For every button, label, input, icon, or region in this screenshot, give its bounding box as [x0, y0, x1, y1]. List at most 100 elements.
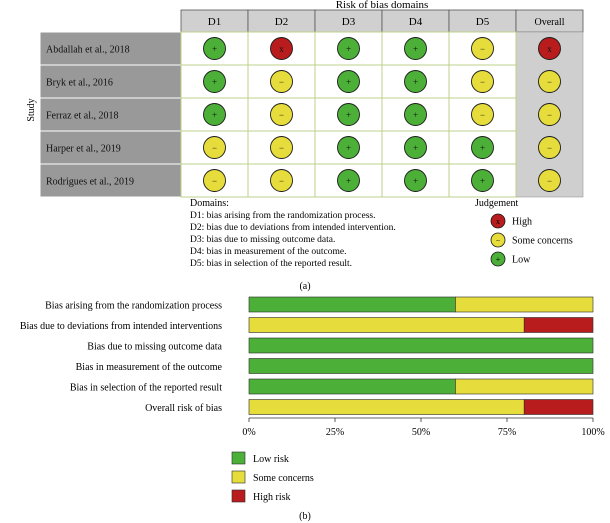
study-row-label-bg — [39, 31, 182, 66]
domains-heading: Domains: — [190, 198, 229, 209]
legend-label-some-concerns: Some concerns — [253, 473, 314, 484]
legend-swatch-low-risk — [231, 451, 246, 465]
judgement-symbol: + — [413, 176, 418, 186]
judgement-heading: Judgement — [475, 198, 519, 209]
legend-label-high: High — [512, 217, 532, 228]
judgement-low-d4-bryk-et-al-2016 — [404, 70, 427, 93]
domain-description-5: D5: bias in selection of the reported re… — [190, 258, 352, 269]
study-row-label-bg — [39, 163, 182, 198]
x-axis: 0% 25% 50% 75% 100% — [242, 417, 605, 438]
category-label-overall-risk-of-bias: Overall risk of bias — [145, 403, 222, 414]
judgement-low-d3-harper-et-al-2019 — [337, 136, 360, 159]
judgement-symbol: + — [346, 176, 351, 186]
judgement-symbol: − — [212, 143, 217, 153]
column-header-d2: D2 — [275, 16, 288, 28]
judgement-some-overall-bryk-et-al-2016 — [538, 70, 561, 93]
column-header-d3: D3 — [342, 16, 356, 28]
judgement-some-d2-ferraz-et-al-2018 — [270, 103, 293, 126]
judgement-low-d1-abdallah-et-al-2018 — [203, 37, 226, 60]
study-axis-label: Study — [26, 98, 37, 121]
bar-low-bias-in-measurement-of-the-outcome — [248, 358, 594, 374]
judgement-symbol: − — [480, 44, 485, 54]
legend-symbol-some: − — [496, 236, 501, 245]
column-header-d1: D1 — [208, 16, 221, 28]
column-header-overall: Overall — [535, 17, 565, 28]
study-name-rodrigues-et-al-2019: Rodrigues et al., 2019 — [46, 177, 134, 188]
domain-description-4: D4: bias in measurement of the outcome. — [190, 246, 346, 257]
legend-swatch-high-risk — [231, 489, 246, 503]
x-tick-label-100: 100% — [581, 427, 604, 438]
judgement-high-d2-abdallah-et-al-2018 — [270, 37, 293, 60]
risk-of-bias-domains-title: Risk of bias domains — [336, 0, 429, 11]
legend-symbol-high: x — [496, 217, 500, 226]
judgement-symbol: − — [279, 176, 284, 186]
judgement-symbol: + — [212, 77, 217, 87]
panel-a-label: (a) — [299, 281, 310, 292]
bar-some-bias-due-to-deviations-from-intended-interventions — [248, 317, 525, 333]
judgement-symbol: + — [413, 44, 418, 54]
judgement-symbol: + — [212, 44, 217, 54]
domain-description-2: D2: bias due to deviations from intended… — [190, 222, 396, 233]
judgement-symbol: + — [346, 44, 351, 54]
judgement-some-overall-ferraz-et-al-2018 — [538, 103, 561, 126]
column-header-d5: D5 — [476, 16, 490, 28]
judgement-low-d1-bryk-et-al-2016 — [203, 70, 226, 93]
judgement-low-d4-harper-et-al-2019 — [404, 136, 427, 159]
judgement-symbol: − — [547, 176, 552, 186]
judgement-some-d2-rodrigues-et-al-2019 — [270, 169, 293, 192]
judgement-some-overall-harper-et-al-2019 — [538, 136, 561, 159]
legend-label-high-risk: High risk — [253, 492, 291, 503]
summary-bar-chart: Bias arising from the randomization proc… — [20, 296, 605, 522]
judgement-symbol: − — [279, 110, 284, 120]
judgement-low-d1-ferraz-et-al-2018 — [203, 103, 226, 126]
category-labels: Bias arising from the randomization proc… — [20, 301, 223, 415]
domains-list: D1: bias arising from the randomization … — [190, 210, 396, 269]
judgement-symbol: + — [212, 110, 217, 120]
judgement-some-d1-rodrigues-et-al-2019 — [203, 169, 226, 192]
legend-label-some: Some concerns — [512, 236, 573, 247]
bar-low-bias-in-selection-of-the-reported-result — [248, 378, 456, 395]
traffic-light-plot: Risk of bias domains Study D1 D2 D3 D4 D5 Ove… — [26, 0, 584, 292]
judgement-some-d1-harper-et-al-2019 — [203, 136, 226, 159]
x-tick-label-50: 50% — [412, 427, 430, 438]
judgement-low-d3-rodrigues-et-al-2019 — [337, 169, 360, 192]
judgement-some-overall-rodrigues-et-al-2019 — [538, 169, 561, 192]
study-row-label-bg — [39, 64, 182, 99]
judgement-low-d5-rodrigues-et-al-2019 — [471, 169, 494, 192]
judgement-symbol: − — [212, 176, 217, 186]
bar-high-overall-risk-of-bias — [523, 399, 594, 415]
x-tick-label-75: 75% — [498, 427, 516, 438]
study-name-ferraz-et-al-2018: Ferraz et al., 2018 — [46, 111, 118, 122]
judgement-symbol: + — [413, 77, 418, 87]
judgement-symbol: − — [279, 143, 284, 153]
judgement-symbol: − — [547, 143, 552, 153]
judgement-low-d4-abdallah-et-al-2018 — [404, 37, 427, 60]
bar-some-bias-in-selection-of-the-reported-result — [455, 378, 594, 395]
bar-low-bias-arising-from-the-randomization-process — [248, 296, 456, 313]
judgement-some-d2-harper-et-al-2019 — [270, 136, 293, 159]
judgement-legend: x High − Some concerns + Low — [490, 213, 573, 267]
bars — [248, 296, 594, 415]
legend-swatch-low — [490, 251, 506, 267]
domain-description-1: D1: bias arising from the randomization … — [190, 210, 375, 221]
bar-some-bias-arising-from-the-randomization-process — [455, 296, 594, 313]
category-label-bias-due-to-deviations-from-intended-interventions: Bias due to deviations from intended int… — [20, 321, 222, 332]
judgement-low-d3-ferraz-et-al-2018 — [337, 103, 360, 126]
panel-b-label: (b) — [299, 511, 311, 522]
legend-swatch-some-concerns — [231, 470, 246, 484]
bar-low-bias-due-to-missing-outcome-data — [248, 337, 594, 354]
judgement-low-d5-harper-et-al-2019 — [471, 136, 494, 159]
bar-legend: Low risk Some concerns High risk — [231, 451, 314, 503]
judgement-low-d4-rodrigues-et-al-2019 — [404, 169, 427, 192]
x-tick-label-0: 0% — [242, 427, 255, 438]
domain-description-3: D3: bias due to missing outcome data. — [190, 235, 335, 245]
judgement-symbol: + — [346, 77, 351, 87]
judgement-symbol: + — [346, 110, 351, 120]
judgement-symbol: − — [480, 110, 485, 120]
legend-label-low-risk: Low risk — [253, 454, 289, 465]
judgement-symbol: + — [480, 176, 485, 186]
judgement-symbol: − — [547, 110, 552, 120]
category-label-bias-in-selection-of-the-reported-result: Bias in selection of the reported result — [70, 383, 222, 394]
judgement-low-d4-ferraz-et-al-2018 — [404, 103, 427, 126]
